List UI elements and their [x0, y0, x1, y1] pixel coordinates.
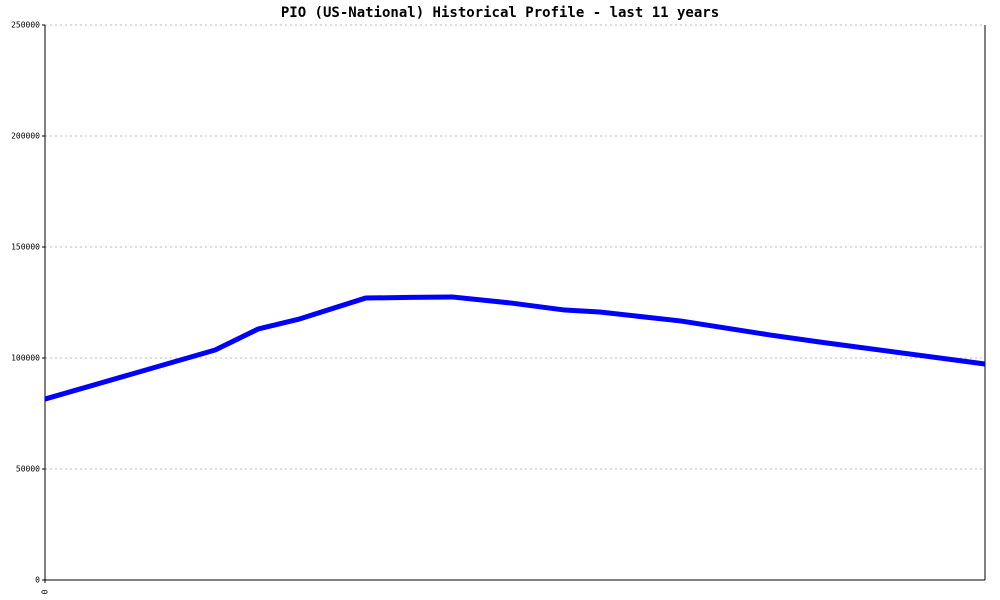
y-tick-label: 50000 [16, 465, 40, 474]
y-tick-label: 0 [35, 576, 40, 585]
y-tick-label: 200000 [11, 132, 40, 141]
y-tick-label: 250000 [11, 21, 40, 30]
y-tick-label: 150000 [11, 243, 40, 252]
y-tick-label: 100000 [11, 354, 40, 363]
x-tick-label: 0 [41, 589, 50, 594]
series-line [44, 294, 986, 402]
chart-title: PIO (US-National) Historical Profile - l… [281, 5, 719, 21]
